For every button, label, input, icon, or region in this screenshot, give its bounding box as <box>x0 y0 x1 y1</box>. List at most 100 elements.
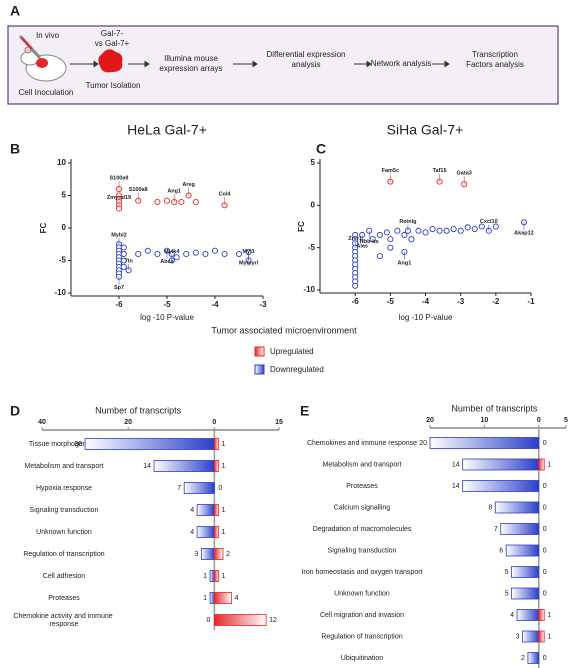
point <box>383 229 390 236</box>
point <box>154 250 161 258</box>
x-axis-label: log -10 P-value <box>399 313 453 322</box>
y-tick-label: 5 <box>62 191 67 200</box>
x-tick-label: -6 <box>352 297 360 306</box>
workflow-text: expression arrays <box>159 64 222 73</box>
point <box>369 236 376 243</box>
point <box>154 198 161 206</box>
value-label: 14 <box>143 463 151 470</box>
bar <box>196 504 215 516</box>
point <box>429 225 436 233</box>
x-tick-label: 0 <box>537 417 541 424</box>
workflow-text: Transcription <box>472 50 518 59</box>
value-label: 3 <box>516 633 520 640</box>
point <box>376 253 383 260</box>
label-line: Chemokine activity and immune <box>13 613 114 620</box>
value-label: 2 <box>521 655 525 662</box>
bar <box>511 566 540 578</box>
point <box>120 257 127 264</box>
label-line: Proteases <box>48 595 80 602</box>
bar <box>462 458 540 471</box>
bar <box>527 652 540 664</box>
value-label: 0 <box>206 617 210 624</box>
panel-label: A <box>10 3 20 19</box>
bar <box>429 437 540 449</box>
point <box>376 231 383 239</box>
value-label: 8 <box>488 504 492 511</box>
x-tick-label: 5 <box>564 417 568 424</box>
category-label: Metabolism and transport <box>25 463 104 470</box>
bar <box>505 544 540 557</box>
y-tick-label: -10 <box>54 288 66 297</box>
category-label: Regulation of transcription <box>23 551 104 558</box>
bar <box>538 458 545 471</box>
value-label: 4 <box>235 595 239 602</box>
annotation: Ang1 <box>398 260 412 266</box>
annotation: Retnlg <box>399 219 416 225</box>
y-tick-label: 0 <box>62 223 67 232</box>
annotation: Taf15 <box>433 168 447 174</box>
tumor-icon <box>98 49 123 73</box>
label-line: Hypoxia response <box>36 485 92 492</box>
y-tick-label: 5 <box>311 158 316 167</box>
point <box>471 225 478 233</box>
y-tick-label: -5 <box>59 256 67 265</box>
bar <box>538 609 545 621</box>
category-label: Proteases <box>346 483 378 490</box>
x-tick-label: 10 <box>481 417 489 424</box>
value-label: 1 <box>222 529 226 536</box>
value-label: 5 <box>505 569 509 576</box>
category-label: Signaling transduction <box>30 507 99 514</box>
workflow-text: Illumina mouse <box>164 54 218 63</box>
x-axis-label: Number of transcripts <box>451 403 538 413</box>
point <box>173 254 180 261</box>
bar <box>462 480 540 492</box>
y-axis-label: FC <box>39 222 48 233</box>
value-label: 0 <box>543 504 547 511</box>
panel-label: C <box>316 141 326 157</box>
point <box>436 227 443 234</box>
value-label: 14 <box>452 461 460 468</box>
point <box>163 197 171 204</box>
value-label: 1 <box>547 612 551 619</box>
category-label: Chemokine activity and immune response <box>13 613 114 628</box>
value-label: 0 <box>543 526 547 533</box>
annotation: Areg <box>182 182 195 188</box>
x-tick-label: 0 <box>212 419 216 426</box>
value-label: 1 <box>203 595 207 602</box>
annotation: S100a8 <box>129 187 148 193</box>
workflow-text: Gal-7- <box>101 29 124 38</box>
x-tick-label: -5 <box>387 297 395 306</box>
label-line: Cell adhesion <box>43 573 86 580</box>
x-tick-label: 15 <box>275 419 283 426</box>
value-label: 14 <box>452 483 460 490</box>
point <box>492 223 499 230</box>
bar <box>196 526 215 538</box>
category-label: Proteases <box>48 595 80 602</box>
point <box>183 250 190 258</box>
panel-label: E <box>300 403 309 419</box>
category-label: Regulation of transcription <box>321 633 402 640</box>
panel-label: B <box>10 141 20 157</box>
label-line: Unknown function <box>334 590 390 597</box>
x-axis-label: Number of transcripts <box>95 405 182 415</box>
bar <box>213 460 220 472</box>
point <box>211 247 219 254</box>
category-label: Cell adhesion <box>43 573 86 580</box>
point <box>192 249 199 256</box>
annotation: Zrsr1 <box>348 236 362 242</box>
workflow-text: Tumor Isolation <box>86 81 141 90</box>
point <box>408 236 415 243</box>
category-label: Unknown function <box>334 590 390 597</box>
x-tick-label: 20 <box>426 417 434 424</box>
category-label: Calcium signalling <box>334 504 391 511</box>
value-label: 1 <box>222 463 226 470</box>
annotation: Alas <box>356 243 368 249</box>
legend-swatch <box>254 346 265 357</box>
value-label: 7 <box>494 526 498 533</box>
value-label: 1 <box>547 633 551 640</box>
value-label: 1 <box>547 461 551 468</box>
point <box>235 250 243 258</box>
bar <box>538 630 545 643</box>
bar <box>183 482 215 494</box>
